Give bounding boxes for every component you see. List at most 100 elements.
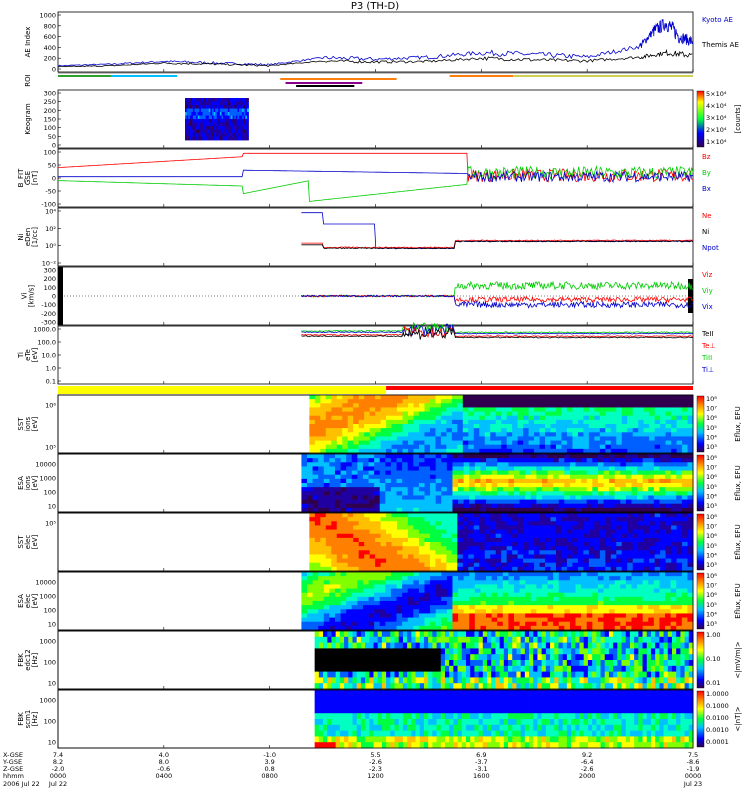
esa_e-cell	[391, 572, 397, 577]
esa_e-cell	[553, 593, 559, 598]
esa_e-cell	[576, 593, 582, 598]
sst_e-cell	[605, 559, 611, 564]
sst_i-cell	[671, 428, 677, 433]
esa_i-cell	[464, 475, 470, 480]
esa_i-cell	[497, 483, 503, 488]
sst_e-cell	[627, 525, 633, 530]
sst_i-cell	[386, 395, 392, 400]
sst_i-cell	[359, 403, 365, 408]
esa_i-cell	[441, 466, 447, 471]
esa_e-cell	[346, 584, 352, 589]
sst_i-cell	[622, 407, 628, 412]
sst_e-cell	[370, 513, 376, 518]
sst_e-cell	[392, 554, 398, 559]
fbk_e-cell	[395, 660, 400, 666]
sst_i-cell	[430, 445, 436, 450]
sst_e-cell	[392, 559, 398, 564]
esa_i-cell	[318, 466, 324, 471]
esa_e-cell	[391, 576, 397, 581]
esa_i-cell	[402, 462, 408, 467]
sst_i-cell	[605, 432, 611, 437]
sst_i-cell	[501, 395, 507, 400]
sst_i-cell	[446, 436, 452, 441]
esa_e-cell	[385, 593, 391, 598]
esa_e-cell	[324, 580, 330, 585]
sst_e-cell	[534, 513, 540, 518]
fbk_e-cell	[357, 643, 362, 649]
esa_e-cell	[346, 597, 352, 602]
esa_e-cell	[497, 580, 503, 585]
esa_e-cell	[441, 597, 447, 602]
sst_e-cell	[375, 525, 381, 530]
sst_e-cell	[446, 513, 452, 518]
esa_e-cell	[631, 613, 637, 618]
esa_i-cell	[682, 504, 688, 509]
sst_i-cell	[649, 395, 655, 400]
sst_e-cell	[600, 538, 606, 543]
esa_i-cell	[576, 500, 582, 505]
esa_i-cell	[402, 454, 408, 459]
sst_i-cell	[677, 424, 683, 429]
esa_i-cell	[615, 500, 621, 505]
esa_e-cell	[604, 589, 610, 594]
esa_i-cell	[419, 479, 425, 484]
esa_e-cell	[408, 618, 414, 623]
esa_e-cell	[424, 572, 430, 577]
fbk_e-cell	[407, 654, 412, 660]
esa_i-cell	[324, 504, 330, 509]
esa_e-cell	[419, 613, 425, 618]
fbk_e-cell	[365, 672, 370, 678]
sst_e-cell	[496, 563, 502, 568]
esa_e-cell	[687, 593, 693, 598]
esa_e-cell	[542, 584, 548, 589]
esa_e-cell	[514, 576, 520, 581]
sst_i-cell	[370, 428, 376, 433]
esa_e-cell	[318, 613, 324, 618]
sst_i-cell	[540, 445, 546, 450]
esa_i-cell	[385, 491, 391, 496]
sst_i-cell	[468, 407, 474, 412]
sst_e-cell	[320, 513, 326, 518]
sst_e-cell	[627, 513, 633, 518]
esa_e-cell	[397, 609, 403, 614]
sst_i-cell	[413, 441, 419, 446]
esa_e-cell	[609, 601, 615, 606]
sst_e-cell	[540, 517, 546, 522]
sst_i-cell	[348, 416, 354, 421]
esa_e-cell	[408, 609, 414, 614]
sst_e-cell	[688, 517, 694, 522]
sst_i-cell	[523, 412, 529, 417]
esa_i-cell	[587, 504, 593, 509]
fbk_e-cell	[407, 631, 412, 637]
sst_e-cell	[452, 538, 458, 543]
esa_e-cell	[346, 589, 352, 594]
esa_i-cell	[609, 479, 615, 484]
esa_e-cell	[542, 576, 548, 581]
esa_i-cell	[559, 458, 565, 463]
sst_e-cell	[326, 563, 332, 568]
sst_e-cell	[342, 534, 348, 539]
sst_e-cell	[633, 521, 639, 526]
esa_i-cell	[458, 495, 464, 500]
esa_i-cell	[609, 487, 615, 492]
sst_i-cell	[370, 416, 376, 421]
sst_i-cell	[501, 416, 507, 421]
sst_i-cell	[309, 428, 315, 433]
esa_e-cell	[447, 572, 453, 577]
esa_e-cell	[447, 580, 453, 585]
fbk_e-cell	[365, 666, 370, 672]
esa_e-cell	[671, 572, 677, 577]
sst_e-cell	[386, 513, 392, 518]
fbk_e-cell	[315, 666, 320, 672]
esa_e-cell	[307, 597, 313, 602]
esa_e-cell	[654, 589, 660, 594]
sst_e-cell	[660, 563, 666, 568]
esa_i-cell	[492, 504, 498, 509]
sst_i-cell	[671, 436, 677, 441]
ae-ytick-label: 800	[44, 22, 56, 30]
sst_e-cell	[348, 550, 354, 555]
esa_i-cell	[301, 458, 307, 463]
esa_e-cell	[452, 613, 458, 618]
esa_i-cell	[397, 495, 403, 500]
sst_i-cell	[534, 436, 540, 441]
